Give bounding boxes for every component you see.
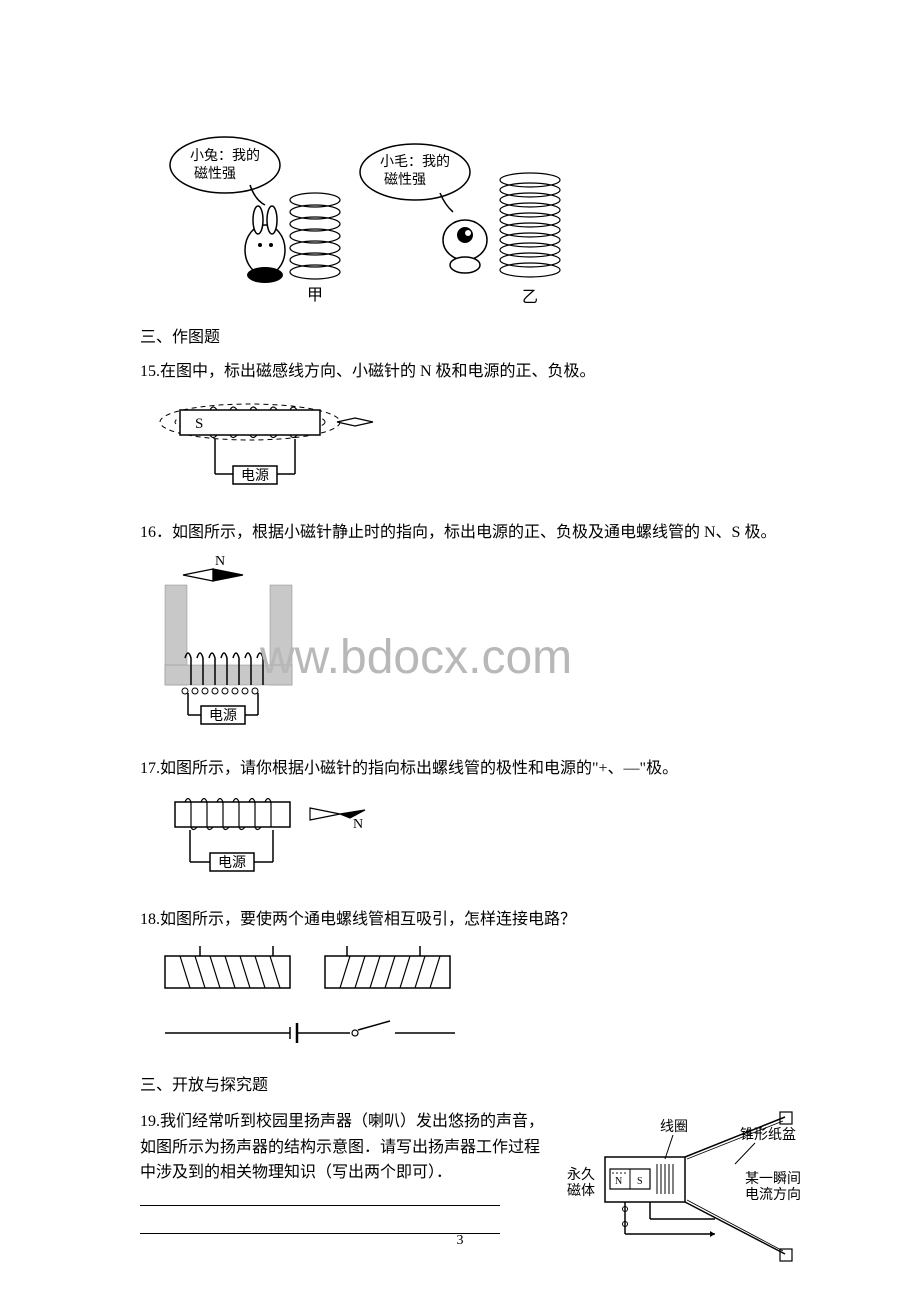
q19-line1: 19.我们经常听到校园里扬声器（喇叭）发出悠扬的声音，: [140, 1109, 550, 1135]
bubble2-line1: 小毛：我的: [380, 154, 450, 170]
bubble2-line2: 磁性强: [384, 172, 426, 188]
q17-power-label: 电源: [218, 855, 246, 871]
q19-line3: 中涉及到的相关物理知识（写出两个即可）．: [140, 1160, 550, 1186]
q16-n-label: N: [215, 554, 225, 569]
q18-text: 18.如图所示，要使两个通电螺线管相互吸引，怎样连接电路？: [140, 907, 780, 933]
question-17: 17.如图所示，请你根据小磁针的指向标出螺线管的极性和电源的"+、—"极。: [140, 756, 780, 893]
section-3b-title: 三、开放与探究题: [140, 1073, 780, 1099]
q19-magnet-label2: 磁体: [567, 1183, 595, 1199]
coil-yi: [500, 173, 560, 277]
label-jia: 甲: [307, 287, 323, 304]
q19-current-label1: 某一瞬间: [745, 1171, 801, 1187]
q16-power-label: 电源: [209, 708, 237, 724]
coil-jia: [290, 193, 340, 279]
fill-line-2: [140, 1216, 500, 1234]
page-number: 3: [457, 1230, 464, 1252]
bubble1-line2: 磁性强: [194, 166, 236, 182]
q19-coil-label: 线圈: [660, 1119, 688, 1135]
q19-figure: 线圈 锥形纸盆 永久 磁体 某一瞬间 电流方向 N S: [565, 1109, 815, 1278]
section-3-title: 三、作图题: [140, 325, 780, 351]
question-16: 16．如图所示，根据小磁针静止时的指向，标出电源的正、负极及通电螺线管的 N、S…: [140, 520, 780, 742]
q19-mag-s: S: [637, 1176, 643, 1187]
bubble1-line1: 小兔：我的: [190, 148, 260, 164]
q17-n-label: N: [353, 817, 363, 832]
q19-current-label2: 电流方向: [745, 1187, 801, 1203]
q15-pole-label: S: [195, 416, 203, 432]
q18-figure: [155, 941, 780, 1060]
q19-magnet-label1: 永久: [567, 1167, 595, 1183]
q19-line2: 如图所示为扬声器的结构示意图．请写出扬声器工作过程: [140, 1135, 550, 1161]
top-cartoon-figure: 小兔：我的 磁性强 小毛：我的 磁性强 甲: [155, 130, 780, 305]
q15-text: 15.在图中，标出磁感线方向、小磁针的 N 极和电源的正、负极。: [140, 359, 780, 385]
q16-figure: N: [155, 553, 780, 742]
q16-text: 16．如图所示，根据小磁针静止时的指向，标出电源的正、负极及通电螺线管的 N、S…: [140, 520, 780, 546]
question-19: 19.我们经常听到校园里扬声器（喇叭）发出悠扬的声音， 如图所示为扬声器的结构示…: [140, 1109, 780, 1278]
q19-mag-n: N: [615, 1176, 622, 1187]
q15-figure: S 电源: [155, 392, 780, 506]
question-15: 15.在图中，标出磁感线方向、小磁针的 N 极和电源的正、负极。 S: [140, 359, 780, 506]
q17-figure: 电源 N: [155, 790, 780, 894]
fill-line-1: [140, 1188, 500, 1206]
question-18: 18.如图所示，要使两个通电螺线管相互吸引，怎样连接电路？: [140, 907, 780, 1059]
label-yi: 乙: [522, 289, 538, 305]
q17-text: 17.如图所示，请你根据小磁针的指向标出螺线管的极性和电源的"+、—"极。: [140, 756, 780, 782]
q15-power-label: 电源: [241, 468, 269, 484]
